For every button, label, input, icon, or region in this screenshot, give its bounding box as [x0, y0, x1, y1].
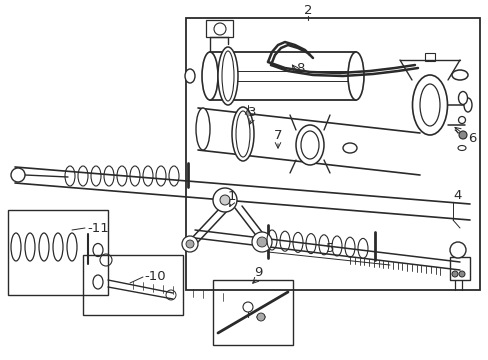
Ellipse shape: [202, 52, 218, 100]
Circle shape: [11, 168, 25, 182]
Circle shape: [449, 242, 465, 258]
Bar: [8, 210, 108, 295]
Ellipse shape: [257, 314, 264, 320]
Ellipse shape: [458, 117, 465, 123]
Text: 8: 8: [295, 62, 304, 75]
Text: 7: 7: [273, 129, 282, 141]
Text: 1: 1: [227, 189, 236, 202]
Circle shape: [213, 188, 237, 212]
Circle shape: [182, 236, 198, 252]
Text: 2: 2: [303, 4, 312, 17]
Ellipse shape: [419, 84, 439, 126]
Ellipse shape: [301, 131, 318, 159]
Text: 9: 9: [253, 266, 262, 279]
Text: 5: 5: [325, 242, 334, 255]
Circle shape: [185, 240, 194, 248]
Bar: [449, 257, 469, 280]
Ellipse shape: [457, 145, 465, 150]
Bar: [424, 53, 434, 61]
Circle shape: [257, 313, 264, 321]
Circle shape: [251, 232, 271, 252]
Ellipse shape: [196, 108, 209, 150]
Text: 6: 6: [467, 131, 475, 144]
Ellipse shape: [412, 75, 447, 135]
Text: -11: -11: [87, 221, 109, 234]
Bar: [213, 280, 292, 345]
Text: 4: 4: [453, 189, 461, 202]
Ellipse shape: [231, 107, 253, 161]
Ellipse shape: [218, 47, 238, 105]
Circle shape: [243, 302, 252, 312]
Ellipse shape: [236, 111, 249, 157]
Text: -10: -10: [144, 270, 165, 284]
Bar: [185, 18, 479, 290]
Circle shape: [458, 131, 466, 139]
Ellipse shape: [463, 98, 471, 112]
Text: 3: 3: [247, 105, 256, 118]
Bar: [205, 20, 232, 37]
Ellipse shape: [458, 91, 467, 104]
Circle shape: [257, 237, 266, 247]
Ellipse shape: [342, 143, 356, 153]
Circle shape: [214, 23, 225, 35]
Ellipse shape: [295, 125, 324, 165]
Ellipse shape: [347, 52, 363, 100]
Bar: [83, 255, 183, 315]
Circle shape: [451, 271, 457, 277]
Ellipse shape: [184, 69, 195, 83]
Ellipse shape: [451, 70, 467, 80]
Circle shape: [220, 195, 229, 205]
Ellipse shape: [222, 51, 234, 101]
Circle shape: [458, 271, 464, 277]
